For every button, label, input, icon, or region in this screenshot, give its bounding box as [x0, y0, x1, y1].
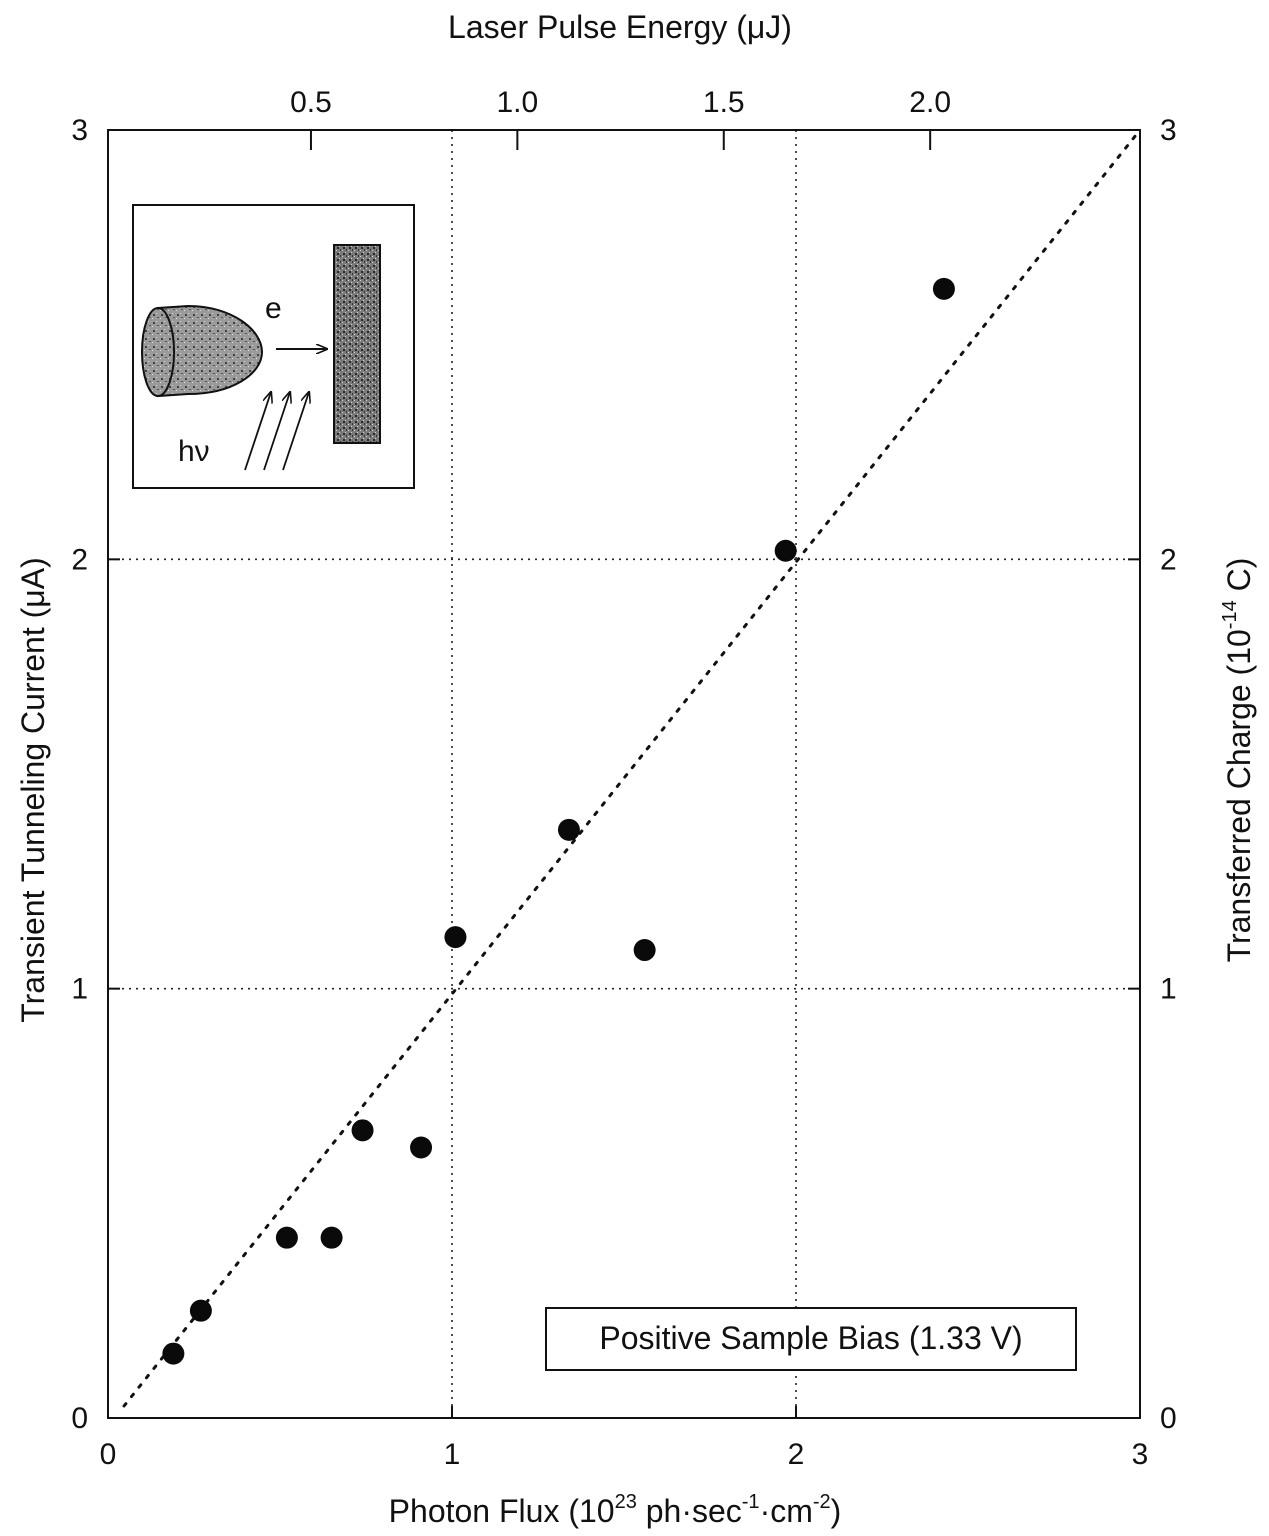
data-points — [162, 277, 955, 1365]
annotation-box — [545, 1307, 1077, 1371]
x-tick-label: 0 — [100, 1438, 117, 1471]
top-tick-label: 1.5 — [703, 86, 745, 119]
data-point — [410, 1136, 433, 1159]
x-tick-label: 1 — [444, 1438, 461, 1471]
x-tick-label: 3 — [1132, 1438, 1149, 1471]
tip-base-icon — [141, 307, 175, 397]
plot-frame — [107, 129, 1141, 1419]
gridlines — [108, 130, 1140, 1418]
data-point — [774, 539, 797, 562]
photon-label: hν — [178, 435, 210, 468]
top-tick-label: 1.0 — [497, 86, 539, 119]
x-axis-title: Photon Flux (1023 ph·sec-1·cm-2) — [389, 1491, 842, 1529]
y-tick-label: 3 — [71, 114, 88, 147]
right-tick-label: 0 — [1160, 1402, 1177, 1435]
inset-diagram: e hν — [132, 204, 415, 489]
tip-icon — [157, 304, 264, 398]
data-point — [633, 939, 656, 962]
top-axis-title: Laser Pulse Energy (μJ) — [448, 9, 792, 45]
photon-arrow-icon — [263, 392, 290, 471]
data-point — [189, 1299, 212, 1322]
data-point — [320, 1226, 343, 1249]
top-tick-label: 2.0 — [909, 86, 951, 119]
right-tick-label: 3 — [1160, 114, 1177, 147]
data-point — [557, 818, 580, 841]
annotation-text: Positive Sample Bias (1.33 V) — [599, 1320, 1022, 1356]
annotation: Positive Sample Bias (1.33 V) — [545, 1307, 1077, 1371]
right-tick-label: 2 — [1160, 543, 1177, 576]
electron-label: e — [265, 292, 282, 325]
data-point — [275, 1226, 298, 1249]
photon-arrow-icon — [282, 392, 309, 471]
x-tick-label: 2 — [788, 1438, 805, 1471]
right-axis-title: Transferred Charge (10-14 C) — [1219, 558, 1257, 963]
fit-line — [122, 128, 1142, 1408]
y-tick-label: 1 — [71, 973, 88, 1006]
y-tick-label: 2 — [71, 543, 88, 576]
right-tick-label: 1 — [1160, 973, 1177, 1006]
sample-icon — [333, 244, 381, 444]
y-tick-label: 0 — [71, 1402, 88, 1435]
photon-arrow-icon — [244, 392, 271, 471]
data-point — [351, 1119, 374, 1142]
y-axis-title: Transient Tunneling Current (μA) — [15, 557, 51, 1022]
data-point — [444, 926, 467, 949]
data-point — [932, 277, 955, 300]
data-point — [162, 1342, 185, 1365]
top-tick-label: 0.5 — [290, 86, 332, 119]
